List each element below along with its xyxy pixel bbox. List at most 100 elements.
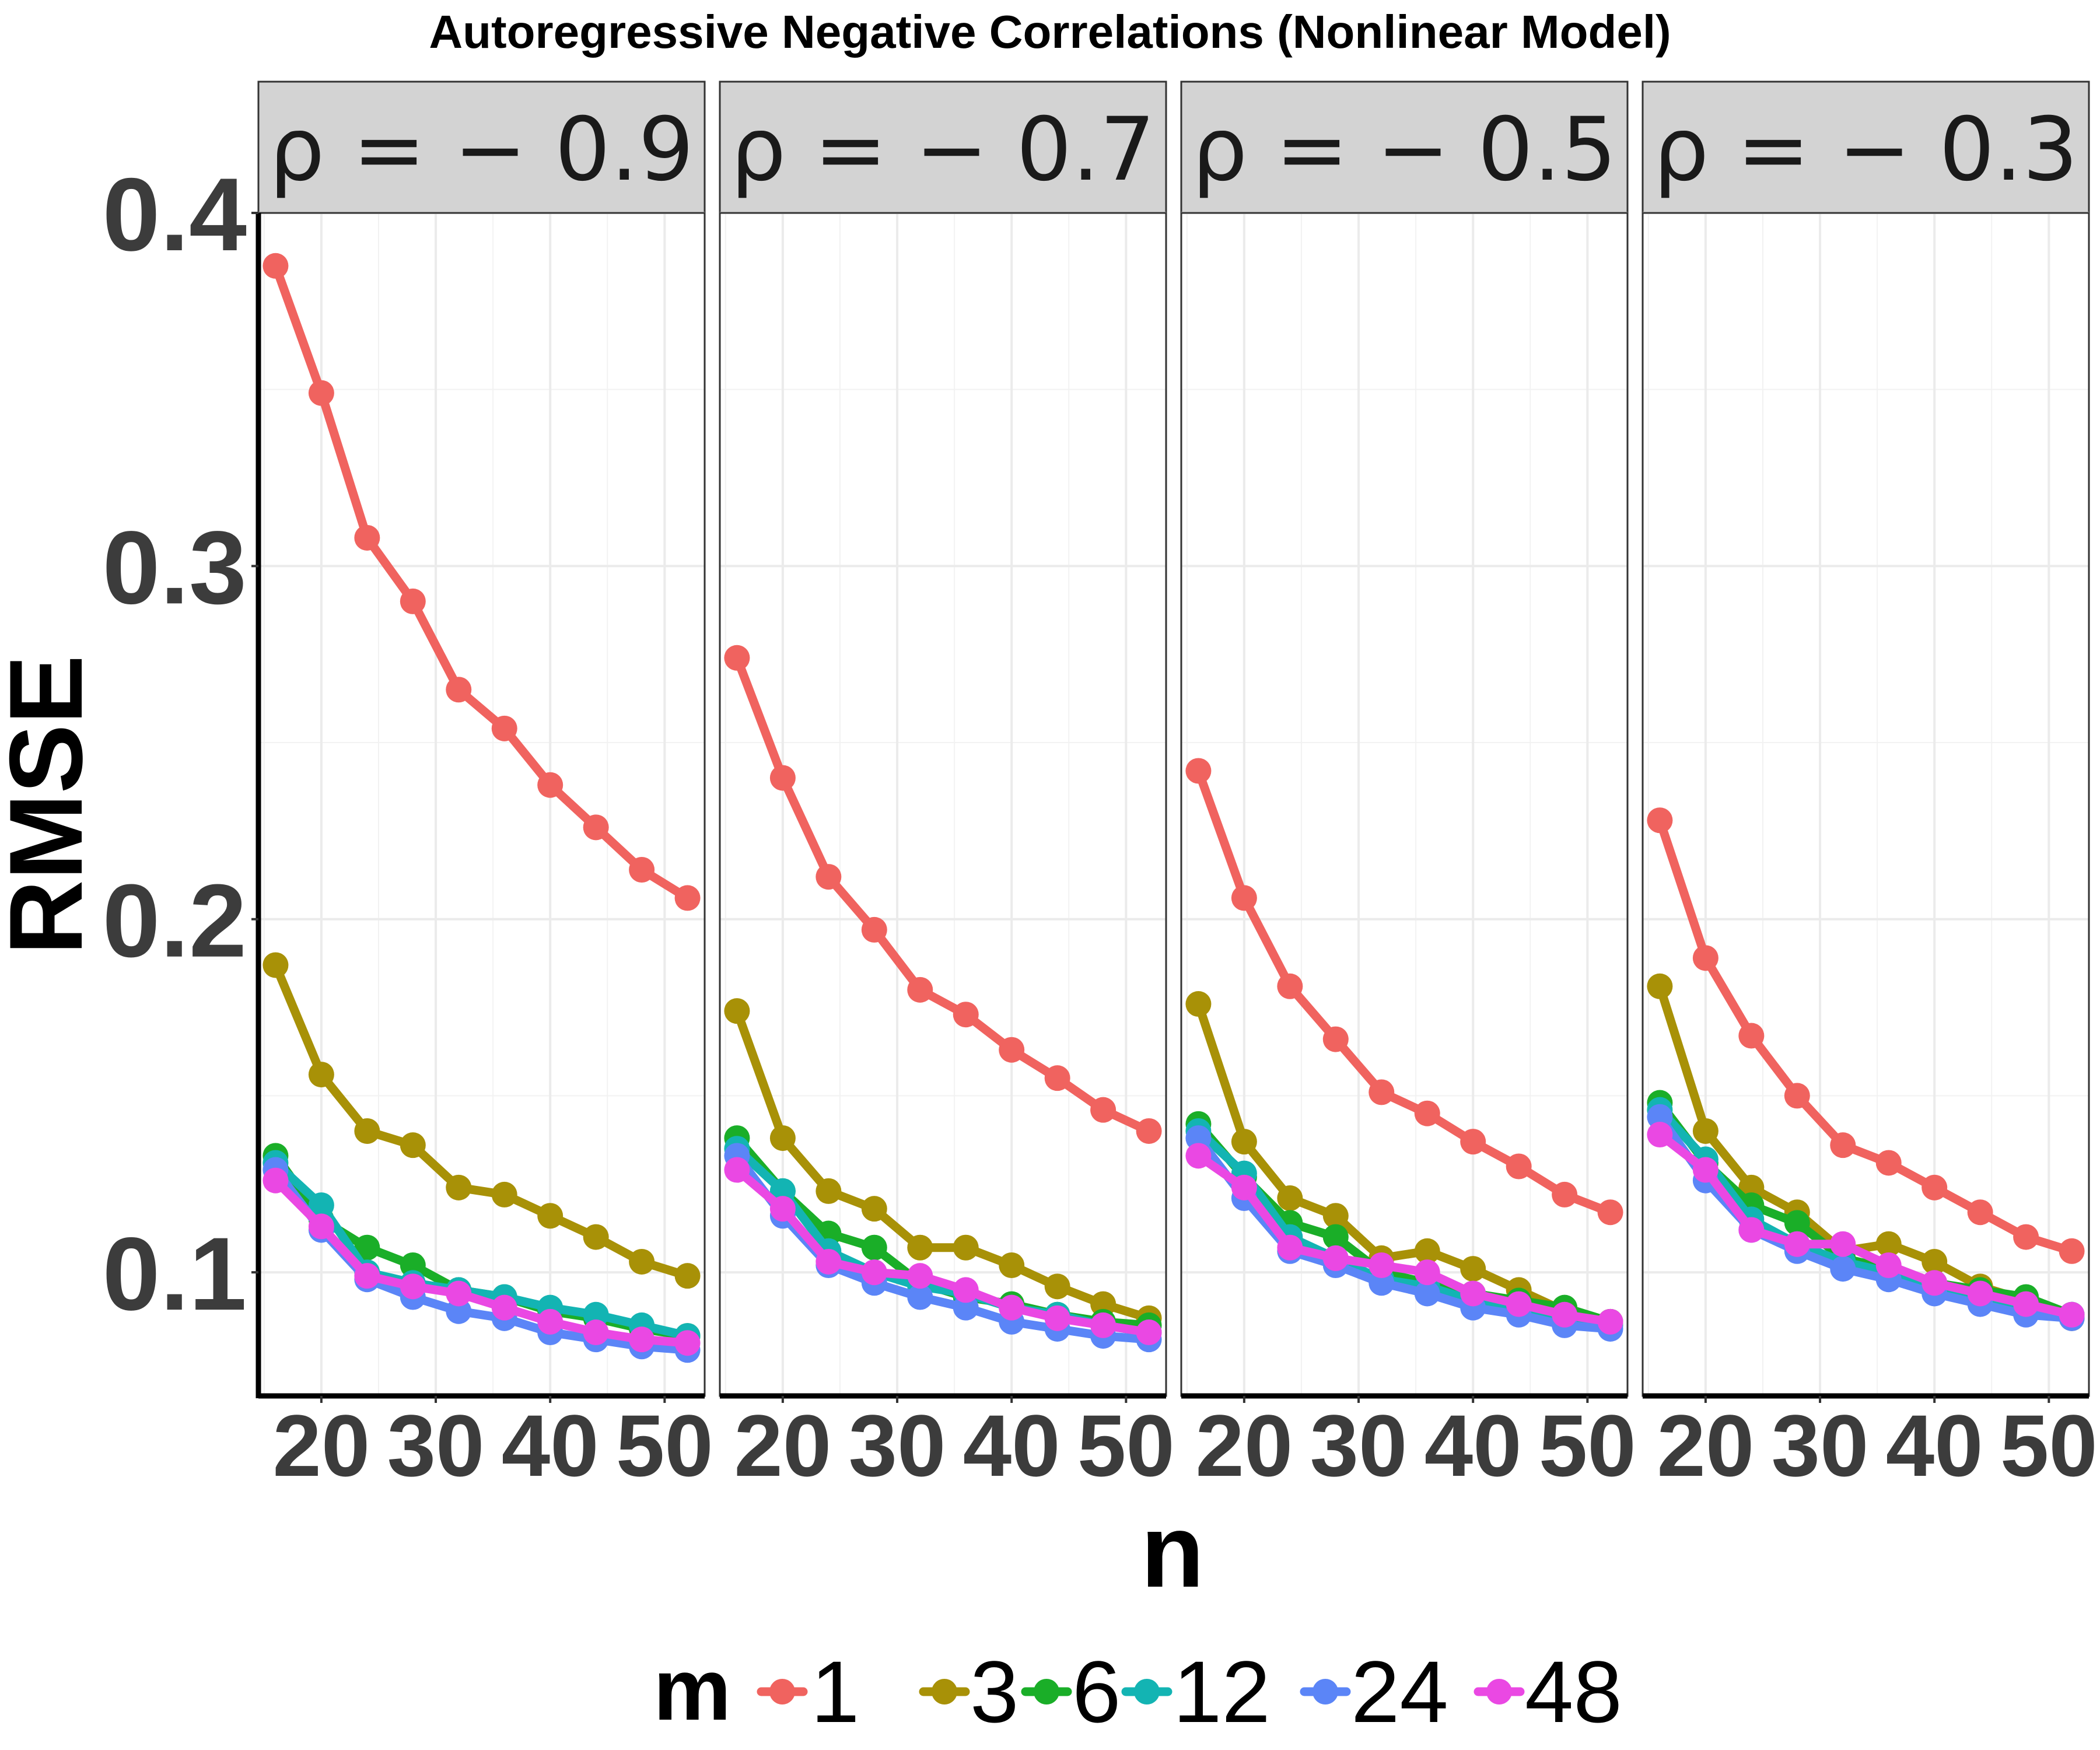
- data-point: [583, 814, 609, 841]
- panel-background: [1181, 213, 1628, 1396]
- data-point: [1185, 1143, 1212, 1169]
- data-point: [1692, 1118, 1718, 1144]
- data-point: [2013, 1224, 2039, 1250]
- data-point: [583, 1224, 609, 1250]
- data-point: [1784, 1210, 1810, 1236]
- data-point: [1414, 1259, 1440, 1286]
- data-point: [1597, 1199, 1623, 1226]
- data-point: [1784, 1231, 1810, 1257]
- facet-strip: [1642, 80, 2090, 214]
- data-point: [491, 715, 517, 741]
- data-point: [769, 765, 796, 791]
- x-tick-label: 40: [963, 1396, 1060, 1494]
- data-point: [816, 1178, 842, 1204]
- panel-background: [1643, 213, 2089, 1396]
- series-line: [1655, 1130, 2077, 1320]
- x-tick-label: 30: [849, 1396, 946, 1494]
- data-point: [953, 1234, 979, 1261]
- data-point: [907, 1284, 933, 1310]
- legend-key-point: [1134, 1679, 1160, 1704]
- facet-strip-label: ρ = − 0.7: [730, 99, 1155, 201]
- legend-title: m: [653, 1640, 731, 1738]
- data-point: [724, 998, 750, 1024]
- data-point: [1322, 1245, 1349, 1271]
- data-point: [308, 1192, 334, 1219]
- series-line: [732, 1166, 1154, 1337]
- data-point: [1231, 1174, 1257, 1200]
- data-point: [1044, 1273, 1070, 1300]
- data-point: [1090, 1097, 1116, 1123]
- data-point: [816, 1248, 842, 1275]
- x-axes: 20 30 40 50 20 30 40 50 20 30 40 50 20 30 40 50: [258, 1393, 2098, 1494]
- data-point: [1922, 1248, 1948, 1275]
- data-point: [400, 1132, 426, 1158]
- data-point: [1597, 1308, 1623, 1335]
- data-point: [1784, 1083, 1810, 1109]
- data-point: [907, 1263, 933, 1289]
- facet-panel-2: ρ = − 0.7: [719, 80, 1167, 1397]
- series-m-48: [1185, 1143, 1623, 1335]
- data-point: [308, 1213, 334, 1240]
- x-tick-label: 40: [502, 1396, 599, 1494]
- data-point: [1185, 758, 1212, 784]
- series-line: [1194, 766, 1615, 1217]
- data-point: [537, 1308, 564, 1335]
- data-point: [1368, 1079, 1395, 1105]
- facet-strip: [1180, 80, 1629, 214]
- data-point: [2059, 1301, 2085, 1328]
- data-point: [400, 588, 426, 614]
- x-axis-panel-2: 20 30 40 50: [720, 1393, 1175, 1494]
- data-point: [1647, 973, 1673, 999]
- legend: m 1 3 6 12 24 48: [653, 1640, 1622, 1741]
- data-point: [999, 1294, 1025, 1321]
- series-m-1: [724, 645, 1162, 1144]
- facet-strip-label: ρ = − 0.5: [1192, 99, 1616, 201]
- data-point: [816, 864, 842, 890]
- data-point: [354, 1118, 380, 1144]
- legend-item-m-1: 1: [757, 1643, 859, 1741]
- data-point: [262, 253, 289, 279]
- legend-key-point: [1312, 1679, 1338, 1704]
- data-point: [354, 524, 380, 551]
- x-tick-label: 20: [1657, 1396, 1754, 1494]
- data-point: [400, 1252, 426, 1279]
- data-point: [446, 1298, 472, 1324]
- data-point: [2013, 1291, 2039, 1317]
- data-point: [953, 1294, 979, 1321]
- data-point: [769, 1125, 796, 1152]
- x-tick-label: 20: [734, 1396, 831, 1494]
- data-point: [354, 1263, 380, 1289]
- legend-label: 48: [1525, 1643, 1622, 1741]
- data-point: [861, 1259, 887, 1286]
- series-m-1: [1647, 807, 2085, 1264]
- data-point: [1552, 1181, 1578, 1208]
- data-point: [953, 1002, 979, 1028]
- data-point: [446, 1174, 472, 1200]
- data-point: [769, 1178, 796, 1204]
- data-point: [907, 1234, 933, 1261]
- data-point: [861, 916, 887, 943]
- data-point: [1044, 1305, 1070, 1331]
- data-point: [1922, 1174, 1948, 1200]
- data-point: [1647, 1104, 1673, 1130]
- data-point: [629, 1248, 655, 1275]
- data-point: [1090, 1312, 1116, 1338]
- data-point: [400, 1273, 426, 1300]
- x-axis-panel-3: 20 30 40 50: [1181, 1393, 1636, 1494]
- facet-panel-4: ρ = − 0.3: [1642, 80, 2090, 1397]
- x-tick-label: 50: [2000, 1396, 2098, 1494]
- data-point: [583, 1301, 609, 1328]
- data-point: [1692, 945, 1718, 971]
- data-point: [1414, 1100, 1440, 1126]
- x-tick-label: 50: [1077, 1396, 1175, 1494]
- data-point: [1738, 1217, 1765, 1243]
- y-axis-title: RMSE: [0, 655, 104, 955]
- legend-key-point: [1486, 1679, 1512, 1704]
- data-point: [1922, 1270, 1948, 1296]
- y-tick-label: 0.2: [103, 863, 247, 979]
- legend-key-point: [769, 1679, 795, 1704]
- legend-key-point: [932, 1679, 957, 1704]
- series-m-48: [1647, 1122, 2085, 1328]
- y-tick-label: 0.4: [103, 156, 247, 272]
